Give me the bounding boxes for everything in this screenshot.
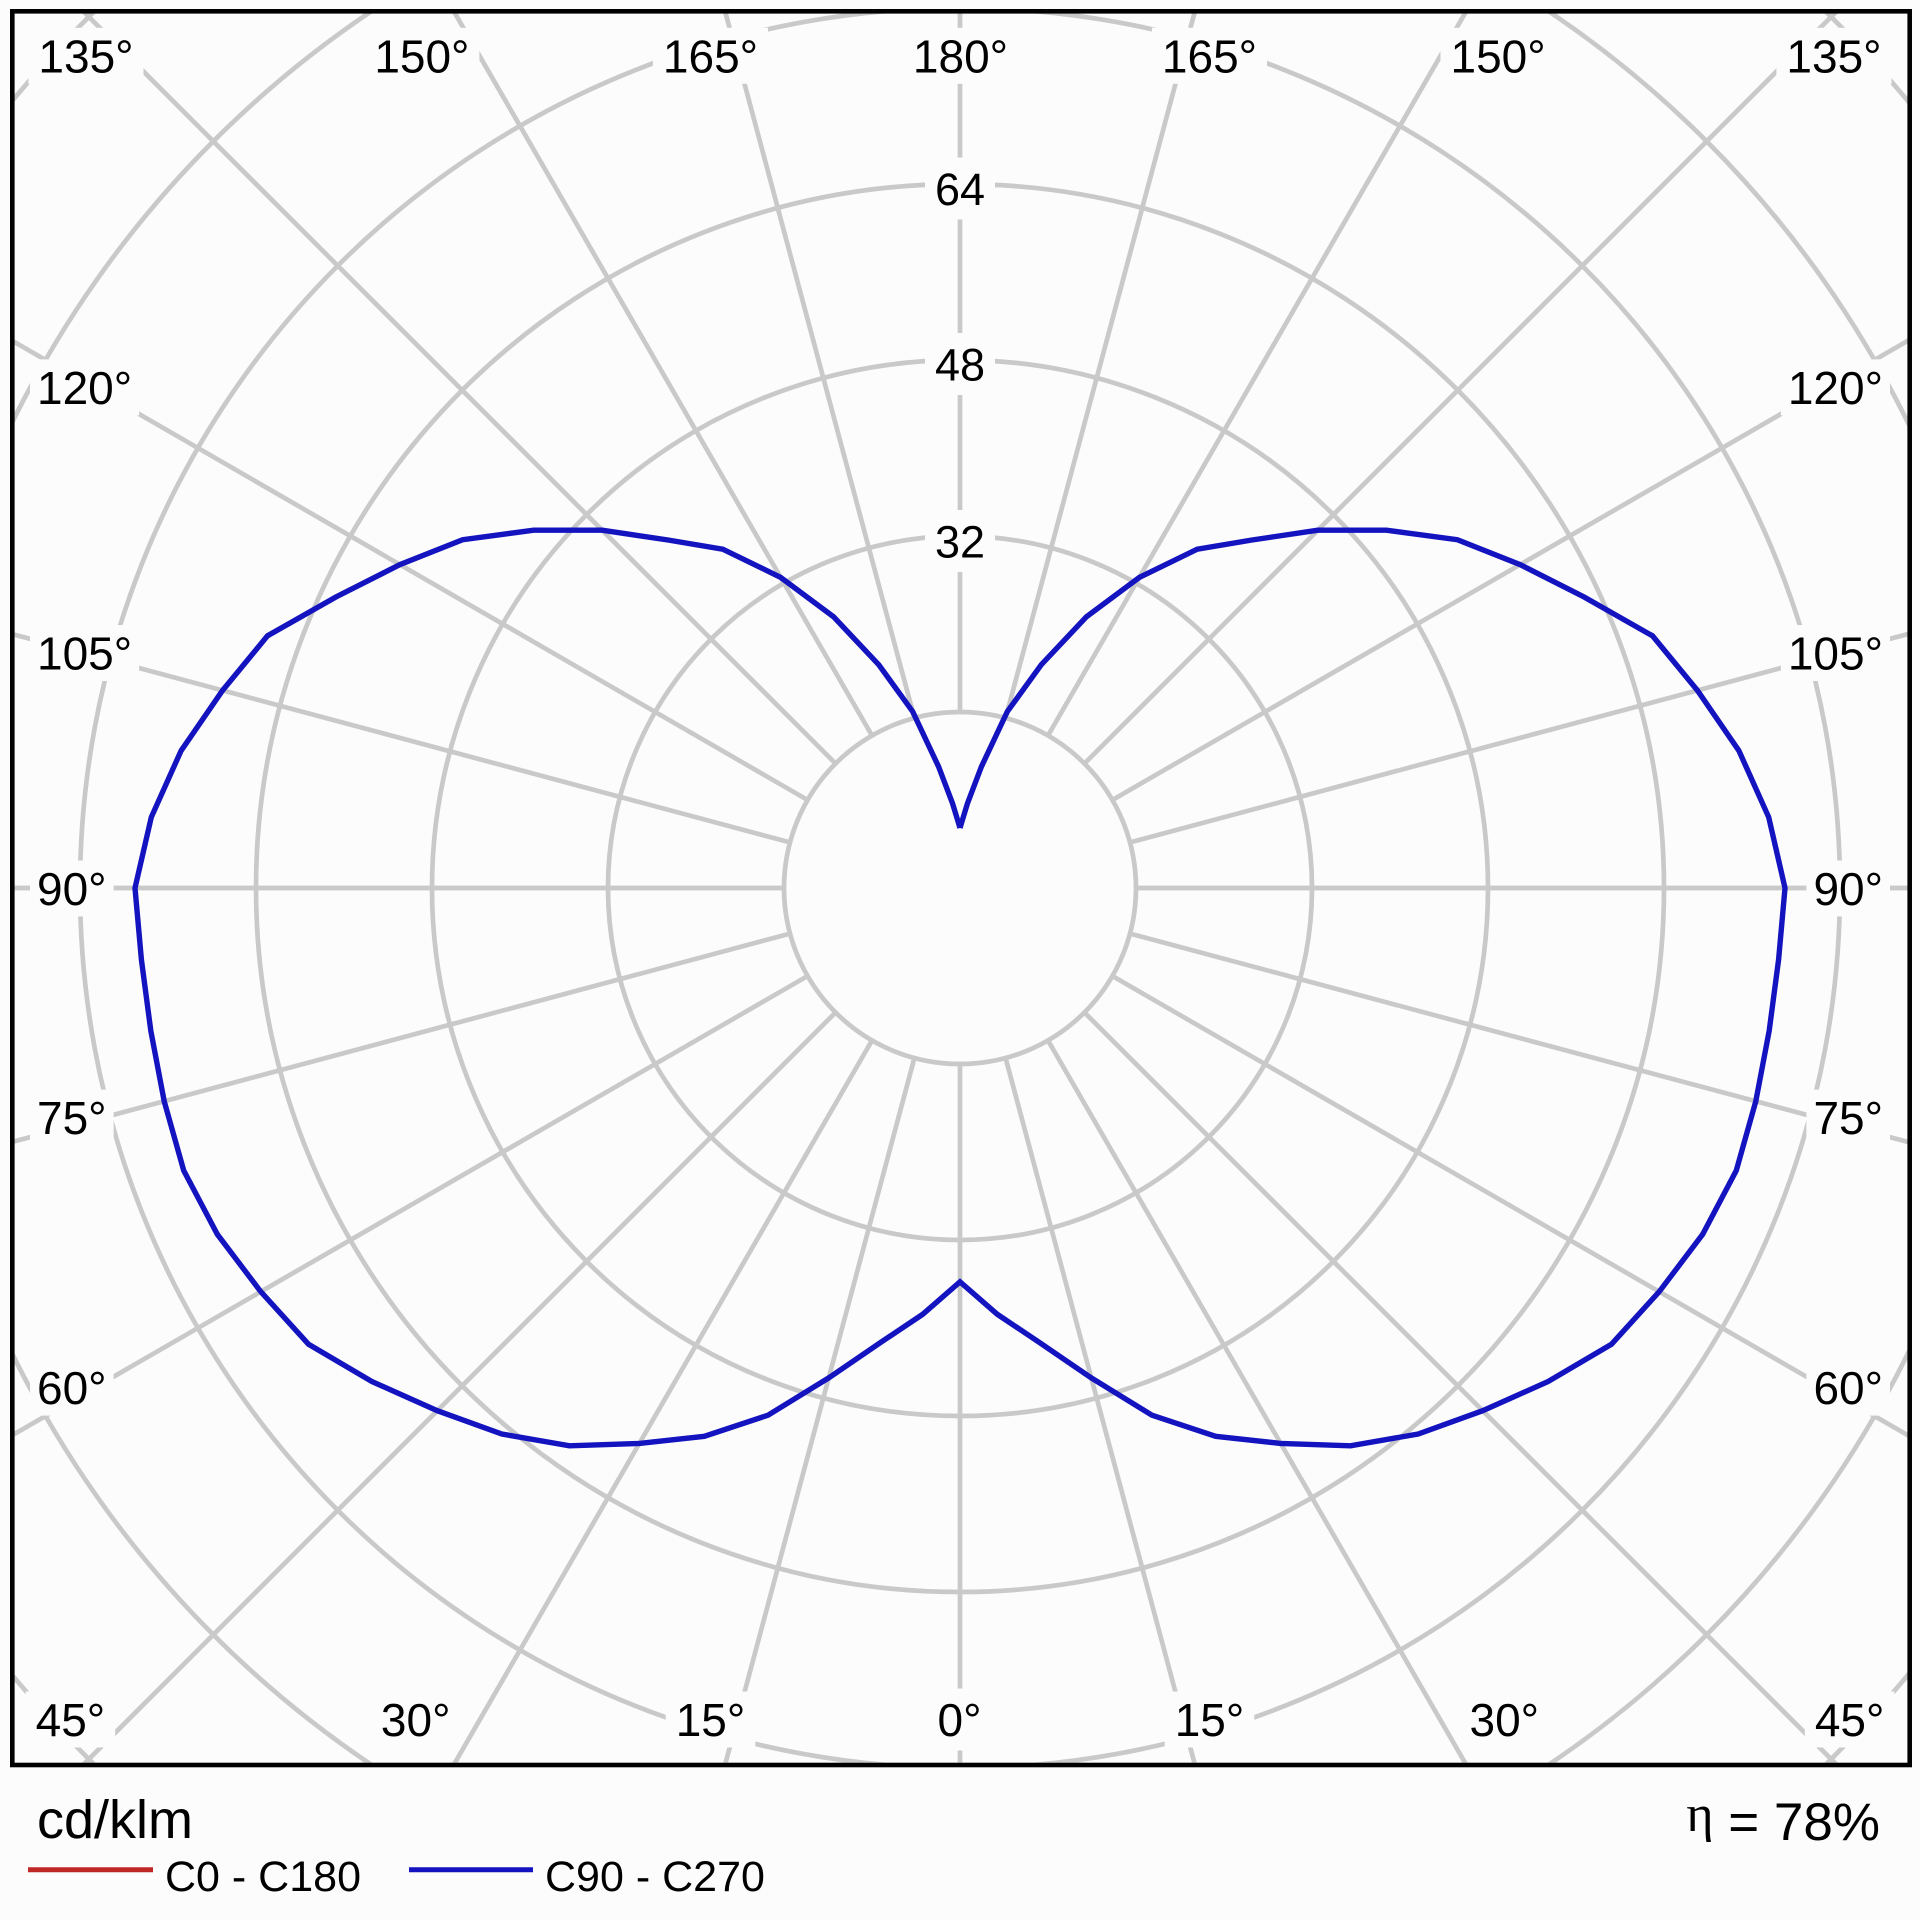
svg-text:150°: 150°	[374, 30, 469, 82]
svg-text:C0 - C180: C0 - C180	[165, 1853, 361, 1901]
svg-text:90°: 90°	[37, 863, 107, 915]
svg-text:105°: 105°	[1788, 628, 1883, 680]
svg-text:64: 64	[935, 164, 985, 215]
svg-text:90°: 90°	[1813, 863, 1883, 915]
svg-text:cd/klm: cd/klm	[37, 1790, 193, 1850]
svg-text:135°: 135°	[38, 30, 133, 82]
svg-text:0°: 0°	[938, 1694, 982, 1746]
svg-text:32: 32	[935, 517, 985, 568]
svg-text:48: 48	[935, 340, 985, 391]
svg-text:60°: 60°	[37, 1362, 107, 1414]
svg-text:135°: 135°	[1786, 30, 1881, 82]
svg-text:75°: 75°	[1813, 1092, 1883, 1144]
svg-text:30°: 30°	[1470, 1694, 1540, 1746]
svg-text:150°: 150°	[1451, 30, 1546, 82]
svg-text:120°: 120°	[37, 362, 132, 414]
svg-text:165°: 165°	[1162, 30, 1257, 82]
svg-text:60°: 60°	[1813, 1362, 1883, 1414]
svg-text:15°: 15°	[676, 1694, 746, 1746]
svg-text:30°: 30°	[381, 1694, 451, 1746]
svg-text:C90 - C270: C90 - C270	[545, 1853, 765, 1901]
svg-text:120°: 120°	[1788, 362, 1883, 414]
svg-text:15°: 15°	[1175, 1694, 1245, 1746]
svg-text:η = 78%: η = 78%	[1686, 1786, 1880, 1852]
svg-text:180°: 180°	[913, 30, 1008, 82]
svg-text:45°: 45°	[36, 1694, 106, 1746]
svg-text:75°: 75°	[37, 1092, 107, 1144]
svg-text:105°: 105°	[37, 628, 132, 680]
svg-text:45°: 45°	[1815, 1694, 1885, 1746]
svg-text:165°: 165°	[663, 30, 758, 82]
